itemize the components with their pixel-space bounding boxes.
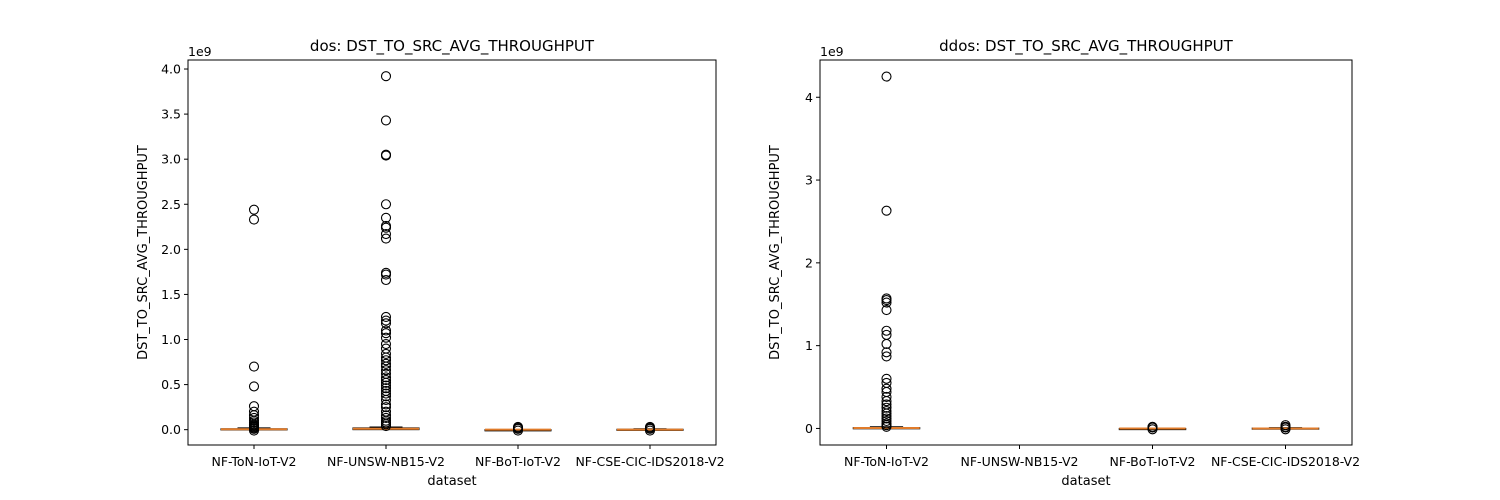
dos-outlier-point [380, 71, 392, 82]
dos-outlier-point [380, 355, 392, 366]
ddos-outlier-point [881, 383, 892, 394]
dos-outlier-point [380, 150, 392, 161]
dos-outlier-point [380, 391, 392, 402]
dos-outlier-point [248, 425, 260, 436]
ddos-outlier-point [1147, 424, 1158, 435]
ddos-outlier-point [881, 295, 892, 306]
ddos-chart-title: ddos: DST_TO_SRC_AVG_THROUGHPUT [939, 37, 1233, 56]
ddos-outlier-point [881, 391, 892, 403]
dos-outlier-point [380, 274, 392, 286]
dos-outlier-point [380, 115, 392, 126]
ddos-outlier-point [881, 415, 892, 427]
dos-y-tick-label: 3.5 [161, 107, 181, 122]
dos-x-axis-label: dataset [427, 474, 476, 489]
dos-outlier-point [380, 318, 392, 329]
ddos-outlier-point [881, 373, 892, 384]
dos-outlier-point [380, 361, 392, 372]
dos-y-tick-label: 1.5 [161, 287, 181, 302]
dos-outlier-point [248, 361, 260, 372]
dos-outlier-point [248, 401, 260, 412]
dos-outlier-point [380, 212, 392, 223]
ddos-y-tick-label: 3 [805, 173, 813, 188]
ddos-outlier-point [881, 338, 892, 350]
dos-outlier-point [380, 375, 392, 386]
ddos-x-tick-label: NF-UNSW-NB15-V2 [961, 454, 1079, 469]
ddos-y-offset-label: 1e9 [820, 44, 844, 59]
dos-outlier-point [380, 325, 392, 336]
ddos-outlier-point [881, 406, 892, 417]
dos-outlier-point [380, 365, 392, 376]
dos-y-tick-label: 0.0 [161, 422, 181, 437]
dos-outlier-point [380, 394, 392, 405]
dos-outlier-point [380, 383, 392, 394]
dos-outlier-point [248, 214, 260, 225]
dos-outlier-point [380, 233, 392, 244]
ddos-outlier-point [881, 205, 892, 216]
dos-x-tick-label: NF-UNSW-NB15-V2 [327, 454, 445, 469]
dos-outlier-point [380, 332, 392, 343]
dos-y-axis-label: DST_TO_SRC_AVG_THROUGHPUT [136, 145, 151, 360]
dos-outlier-point [380, 421, 392, 432]
ddos-outlier-point [881, 347, 892, 358]
ddos-x-tick-label: NF-BoT-IoT-V2 [1110, 454, 1196, 469]
dos-outlier-point [380, 412, 392, 424]
ddos-x-axis-label: dataset [1061, 474, 1110, 489]
dos-outlier-point [380, 199, 392, 210]
ddos-y-tick-label: 4 [805, 90, 813, 105]
dos-x-tick-label: NF-ToN-IoT-V2 [211, 454, 296, 469]
ddos-outlier-point [881, 351, 892, 362]
ddos-outlier-point [1280, 424, 1291, 435]
ddos-outlier-point [881, 413, 892, 424]
ddos-y-tick-label: 1 [805, 338, 813, 353]
dos-chart-title: dos: DST_TO_SRC_AVG_THROUGHPUT [310, 37, 595, 56]
dos-outlier-point [380, 222, 392, 233]
dos-x-tick-label: NF-BoT-IoT-V2 [475, 454, 561, 469]
dos-y-tick-label: 0.5 [161, 377, 181, 392]
ddos-chart-panel: ddos: DST_TO_SRC_AVG_THROUGHPUT 1e9 0 1 2 3 4 N… [768, 37, 1360, 489]
ddos-outlier-point [881, 297, 892, 308]
dos-outlier-point [380, 228, 392, 240]
ddos-x-tick-label: NF-CSE-CIC-IDS2018-V2 [1211, 454, 1360, 469]
ddos-axes-frame [819, 59, 1353, 446]
dos-outlier-point [380, 380, 392, 391]
ddos-x-tick-label: NF-ToN-IoT-V2 [844, 454, 929, 469]
dos-y-tick-label: 3.0 [161, 152, 181, 167]
dos-outlier-point [380, 377, 392, 388]
dos-y-offset-label: 1e9 [188, 44, 212, 59]
ddos-outlier-point [881, 325, 892, 336]
dos-x-tick-label: NF-CSE-CIC-IDS2018-V2 [575, 454, 724, 469]
dos-outlier-point [644, 425, 656, 436]
dos-outlier-point [380, 388, 392, 399]
ddos-outlier-point [881, 304, 892, 316]
dos-outlier-point [248, 204, 260, 215]
dos-outlier-point [380, 311, 392, 323]
dos-outlier-point [380, 372, 392, 383]
dos-outlier-point [380, 358, 392, 369]
ddos-y-tick-label: 2 [805, 255, 813, 270]
dos-outlier-point [380, 269, 392, 280]
dos-y-tick-label: 1.0 [161, 332, 181, 347]
dos-outlier-point [380, 338, 392, 350]
ddos-y-tick-label: 0 [805, 421, 813, 436]
ddos-outlier-point [881, 396, 892, 407]
dos-y-tick-label: 2.5 [161, 197, 181, 212]
ddos-outlier-point [881, 71, 892, 82]
dos-outlier-point [380, 399, 392, 410]
ddos-y-axis-label: DST_TO_SRC_AVG_THROUGHPUT [768, 145, 783, 360]
dos-outlier-point [248, 381, 260, 392]
dos-outlier-point [380, 315, 392, 326]
ddos-outlier-point [881, 421, 892, 432]
dos-y-tick-label: 4.0 [161, 62, 181, 77]
dos-outlier-point [380, 328, 392, 339]
dos-outlier-point [512, 425, 524, 436]
dos-outlier-point [380, 402, 392, 413]
ddos-outlier-point [881, 402, 892, 413]
ddos-outlier-point [881, 408, 892, 419]
dos-outlier-point [380, 348, 392, 359]
dos-chart-panel: dos: DST_TO_SRC_AVG_THROUGHPUT 1e9 0.0 0.5 1… [136, 37, 725, 489]
dos-y-tick-label: 2.0 [161, 242, 181, 257]
dos-axes-frame [187, 59, 717, 446]
